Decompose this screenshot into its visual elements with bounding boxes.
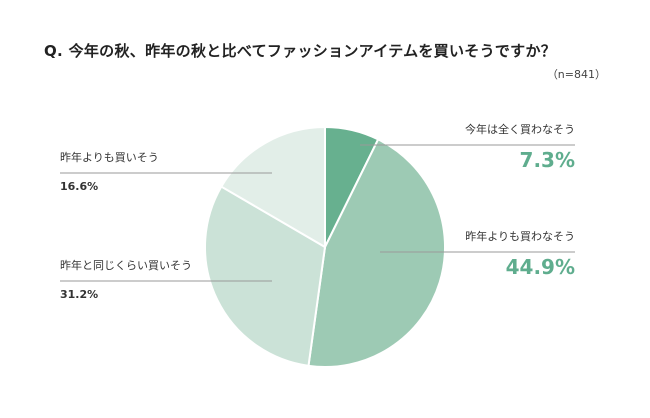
- chart-title: Q. 今年の秋、昨年の秋と比べてファッションアイテムを買いそうですか？: [44, 42, 557, 60]
- pie-slice-3: [204, 185, 327, 367]
- slice-label-2: 昨年よりも買わなそう: [465, 229, 575, 243]
- slice-label-1: 今年は全く買わなそう: [465, 122, 575, 136]
- pie-slice-2: [307, 138, 447, 368]
- slice-value-4: 16.6%: [60, 180, 98, 193]
- slice-value-1: 7.3%: [520, 148, 575, 172]
- slice-value-3: 31.2%: [60, 288, 98, 301]
- slice-label-4: 昨年よりも買いそう: [60, 150, 159, 164]
- slice-label-3: 昨年と同じくらい買いそう: [60, 258, 192, 272]
- pie-slices: [204, 125, 447, 368]
- slice-labels: 今年は全く買わなそう 7.3% 昨年よりも買わなそう 44.9% 昨年と同じくらい買いそ…: [60, 122, 575, 301]
- slice-value-2: 44.9%: [506, 255, 575, 279]
- pie-slice-4: [219, 125, 326, 249]
- sample-size: （n=841）: [546, 68, 606, 81]
